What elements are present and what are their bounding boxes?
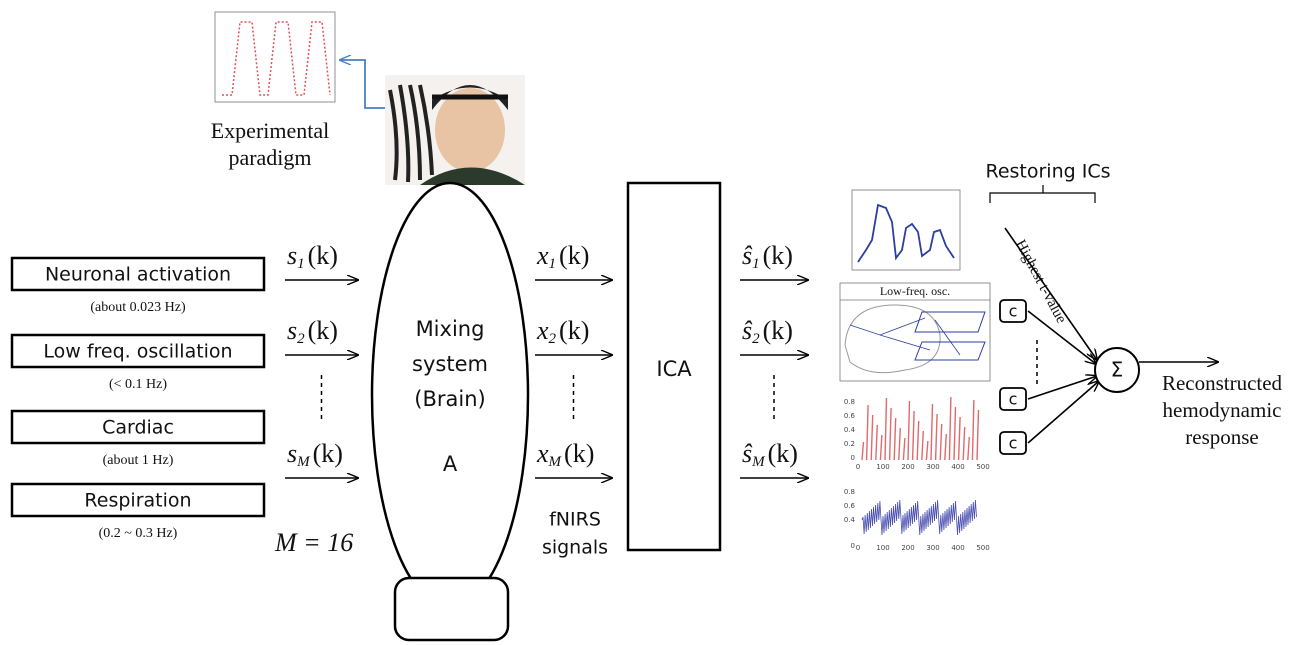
plot-tick-label: 300	[926, 544, 939, 552]
source-name: Cardiac	[102, 417, 174, 439]
signal-label: xM(k)	[536, 439, 594, 470]
signal-subscript: M	[296, 454, 311, 470]
source-frequency: (about 0.023 Hz)	[90, 300, 186, 315]
plot-tick-label: 300	[926, 463, 939, 471]
source-frequency: (about 1 Hz)	[103, 453, 174, 468]
restoring-title: Restoring ICs	[985, 161, 1110, 183]
signal-symbol: x	[536, 241, 549, 270]
paradigm-arrow	[340, 60, 385, 108]
signal-argument: (k)	[763, 241, 793, 270]
signal-symbol: s	[287, 241, 297, 270]
signal-argument: (k)	[768, 439, 798, 468]
signal-argument: (k)	[564, 439, 594, 468]
signal-argument: (k)	[313, 439, 343, 468]
plot-tick-label: 100	[876, 544, 889, 552]
signal-label: x2(k)	[536, 316, 589, 347]
mixing-base	[395, 578, 508, 640]
plot-tick-label: 0.8	[844, 398, 855, 406]
paradigm-label: Experimental	[211, 118, 330, 143]
noise-trace	[862, 500, 977, 535]
source-frequency: (0.2 ~ 0.3 Hz)	[99, 526, 178, 541]
constant-label: c	[1009, 390, 1018, 409]
signal-subscript: 1	[549, 256, 557, 272]
connector	[1028, 376, 1097, 399]
mixing-label: (Brain)	[414, 387, 485, 411]
measured-caption: signals	[542, 537, 608, 559]
output-label: hemodynamic	[1163, 398, 1282, 422]
diagram: Experimental paradigm Mixing system (Bra…	[0, 0, 1301, 645]
signal-argument: (k)	[763, 316, 793, 345]
source-frequency: (< 0.1 Hz)	[109, 377, 167, 392]
signal-label: s1(k)	[287, 241, 338, 272]
output-label: Reconstructed	[1162, 371, 1283, 395]
constant-label: c	[1009, 302, 1018, 321]
source-name: Respiration	[84, 490, 191, 512]
subject-photo	[385, 75, 525, 185]
plot-tick-label: 200	[901, 463, 914, 471]
plot-tick-label: 0.4	[844, 426, 856, 434]
plot-tick-label: 0.2	[844, 440, 855, 448]
signal-subscript: 2	[297, 331, 305, 347]
source-name: Low freq. oscillation	[43, 341, 232, 363]
measured-caption: fNIRS	[549, 509, 601, 531]
signal-label: ŝ1(k)	[742, 241, 793, 272]
signal-subscript: M	[548, 454, 563, 470]
signal-label: ŝ2(k)	[742, 316, 793, 347]
signal-subscript: 2	[752, 331, 760, 347]
plot-tick-label: 500	[976, 463, 989, 471]
plot-tick-label: 400	[951, 544, 964, 552]
signal-label: x1(k)	[536, 241, 589, 272]
plot-tick-label: 400	[951, 463, 964, 471]
ic-plot-blue	[852, 190, 960, 270]
ica-label: ICA	[656, 357, 692, 381]
plot-tick-label: 0.4	[844, 516, 856, 524]
plot-tick-label: 0.6	[844, 502, 856, 510]
signal-argument: (k)	[559, 316, 589, 345]
signal-symbol: x	[536, 316, 549, 345]
signal-label: sM(k)	[287, 439, 343, 470]
signal-symbol: s	[287, 316, 297, 345]
paradigm-plot	[215, 12, 335, 102]
plot-tick-label: 500	[976, 544, 989, 552]
signal-subscript: 1	[297, 256, 305, 272]
signal-argument: (k)	[308, 316, 338, 345]
source-count: M = 16	[274, 528, 353, 557]
signal-argument: (k)	[559, 241, 589, 270]
plot-tick-label: 0	[856, 463, 860, 471]
brain-thumbnail: Low-freq. osc.	[840, 283, 990, 381]
plot-tick-label: 100	[876, 463, 889, 471]
mixing-matrix: A	[443, 452, 458, 476]
signal-label: s2(k)	[287, 316, 338, 347]
restoring-bracket	[990, 193, 1095, 203]
constant-label: c	[1009, 434, 1018, 453]
signal-label: ŝM(k)	[742, 439, 798, 470]
brain-title: Low-freq. osc.	[880, 284, 950, 298]
paradigm-label: paradigm	[228, 145, 311, 170]
sum-symbol: Σ	[1111, 358, 1124, 382]
plot-tick-label: 0.8	[844, 488, 855, 496]
signal-symbol: s	[287, 439, 297, 468]
output-label: response	[1185, 425, 1258, 449]
signal-symbol: x	[536, 439, 549, 468]
source-name: Neuronal activation	[45, 264, 231, 286]
plot-tick-label: 0	[851, 454, 855, 462]
ic-plot-red: 0.8 0.6 0.4 0.2 00 100 200 300 400 500	[844, 390, 990, 471]
plot-tick-label: 0.6	[844, 412, 856, 420]
connector	[1028, 381, 1099, 443]
mixing-label: Mixing	[416, 317, 485, 341]
signal-argument: (k)	[308, 241, 338, 270]
plot-tick-label: 200	[901, 544, 914, 552]
mixing-label: system	[412, 352, 488, 376]
plot-tick-label: 0	[856, 544, 860, 552]
signal-subscript: 1	[752, 256, 760, 272]
signal-subscript: M	[751, 454, 766, 470]
connector	[1005, 228, 1097, 360]
plot-tick-label: 0	[851, 542, 855, 550]
signal-subscript: 2	[549, 331, 557, 347]
